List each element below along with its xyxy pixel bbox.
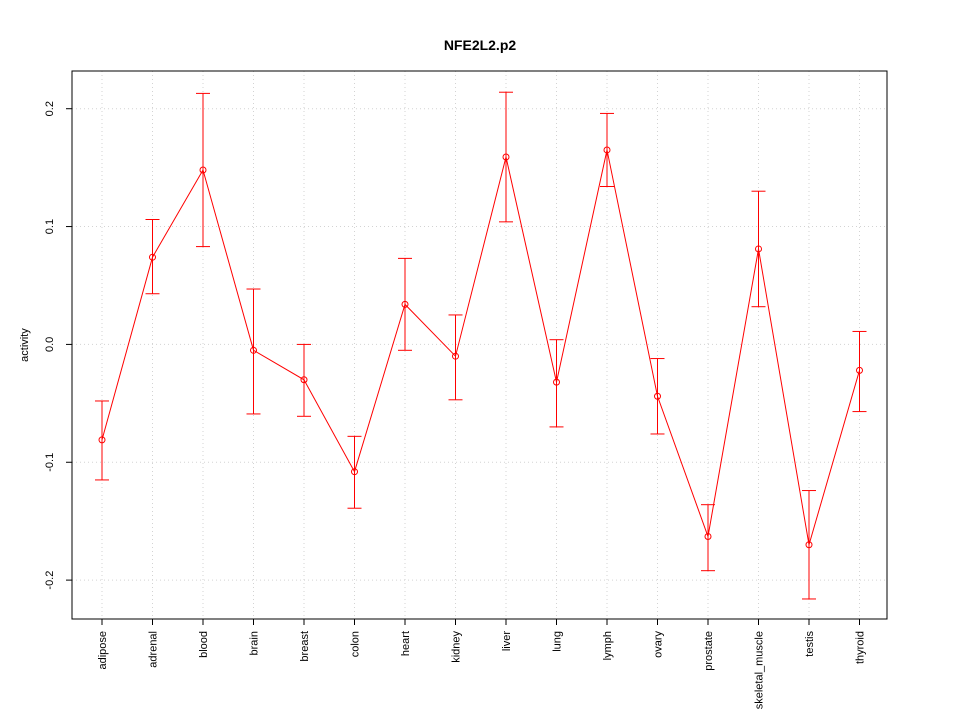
- data-point: [250, 346, 257, 354]
- data-point: [704, 533, 712, 541]
- x-tick-label: colon: [350, 631, 362, 657]
- data-point: [755, 245, 762, 253]
- x-tick-label: breast: [299, 631, 311, 662]
- y-tick-label: -0.1: [44, 453, 56, 472]
- data-point: [351, 468, 358, 476]
- data-point: [149, 253, 156, 261]
- axis-layer: adipose adrenal blood brain breast colon heart…: [44, 101, 867, 709]
- x-tick-label: thyroid: [855, 631, 867, 664]
- series-line: [101, 149, 860, 545]
- y-tick-label: 0.2: [44, 101, 56, 116]
- data-point: [654, 392, 661, 400]
- data-point: [805, 541, 813, 549]
- data-point: [603, 146, 611, 154]
- plot-frame: [71, 70, 888, 620]
- y-tick-label: 0.0: [44, 337, 56, 352]
- x-tick-label: prostate: [703, 631, 715, 671]
- x-tick-label: blood: [198, 631, 210, 658]
- data-point: [401, 300, 409, 308]
- data-point: [300, 376, 308, 384]
- x-tick-label: lung: [552, 631, 564, 652]
- y-tick-label: -0.2: [44, 571, 56, 590]
- x-tick-label: heart: [400, 631, 412, 656]
- data-point: [502, 153, 510, 161]
- x-tick-label: liver: [501, 631, 513, 652]
- data-point: [199, 166, 207, 174]
- data-point: [553, 378, 560, 386]
- data-point: [452, 352, 459, 360]
- grid-layer: [72, 71, 887, 619]
- x-tick-label: lymph: [602, 631, 614, 660]
- x-tick-label: brain: [249, 631, 261, 655]
- x-tick-label: adrenal: [148, 631, 160, 668]
- x-tick-label: adipose: [97, 631, 109, 670]
- x-tick-label: ovary: [653, 631, 665, 658]
- y-tick-label: 0.1: [44, 219, 56, 234]
- chart-title: NFE2L2.p2: [444, 37, 517, 53]
- series-layer: [95, 91, 867, 600]
- y-axis-label: activity: [19, 328, 31, 362]
- data-point: [856, 366, 863, 374]
- data-point: [98, 436, 106, 444]
- x-tick-label: testis: [804, 631, 816, 657]
- x-tick-label: kidney: [451, 631, 463, 663]
- x-tick-label: skeletal_muscle: [754, 631, 766, 709]
